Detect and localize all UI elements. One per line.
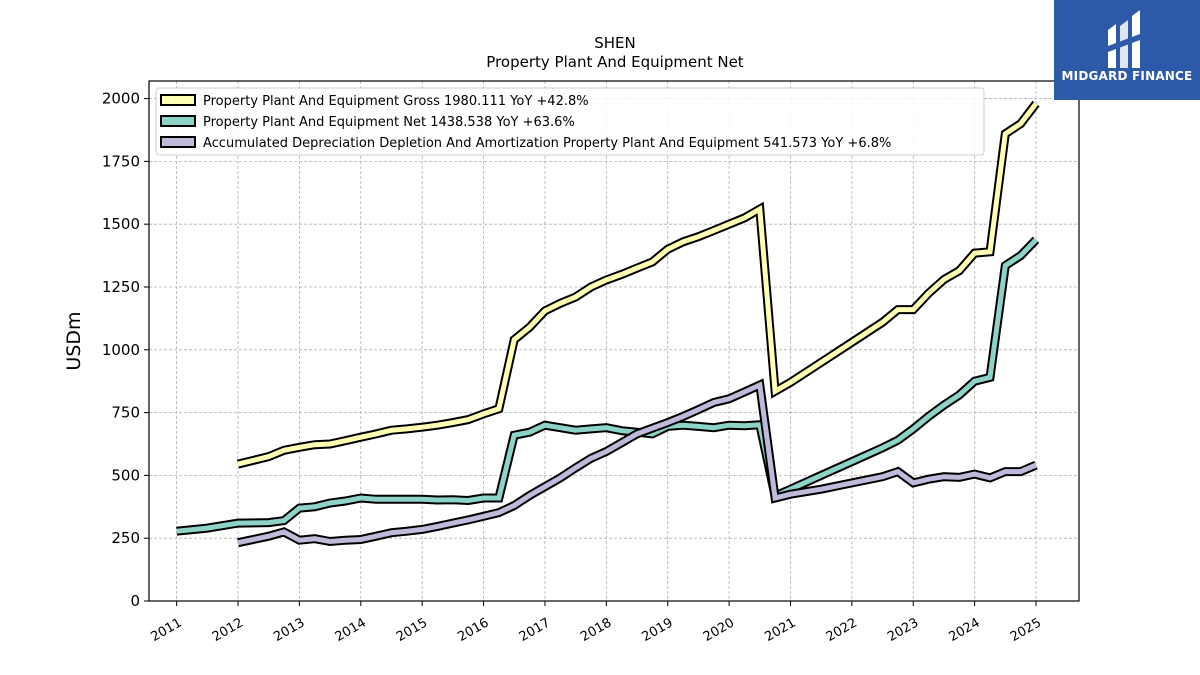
series-outline <box>236 100 1040 469</box>
legend-item-1: Property Plant And Equipment Net 1438.53… <box>160 115 575 130</box>
x-tick-label: 2016 <box>455 615 491 645</box>
x-tick-label: 2012 <box>210 615 246 645</box>
y-tick-label: 2000 <box>102 90 140 108</box>
legend-item-0: Property Plant And Equipment Gross 1980.… <box>160 94 589 109</box>
x-tick-label: 2018 <box>578 615 614 645</box>
legend-swatch <box>160 115 196 127</box>
plot-frame <box>148 80 1080 602</box>
legend-swatch <box>160 94 196 106</box>
x-tick-label: 2022 <box>824 615 860 645</box>
x-tick-label: 2021 <box>762 615 798 645</box>
y-tick-label: 250 <box>111 529 140 547</box>
series-line-2 <box>237 378 1038 548</box>
x-tick-label: 2019 <box>640 615 676 645</box>
chart-subtitle: Property Plant And Equipment Net <box>486 53 743 71</box>
series-layer <box>176 100 1040 548</box>
legend-item-2: Accumulated Depreciation Depletion And A… <box>160 136 891 151</box>
midgard-logo-icon <box>1108 10 1140 68</box>
series-outline <box>237 378 1038 548</box>
legend-box <box>155 87 985 156</box>
x-tick-label: 2015 <box>394 615 430 645</box>
y-axis-label: USDm <box>63 311 85 370</box>
y-tick-label: 1750 <box>102 152 140 170</box>
x-tick-label: 2020 <box>701 615 737 645</box>
y-tick-label: 1250 <box>102 278 140 296</box>
legend-label: Property Plant And Equipment Net 1438.53… <box>203 115 575 130</box>
y-tick-label: 1500 <box>102 215 140 233</box>
series-stroke <box>176 238 1038 534</box>
series-line-1 <box>176 236 1040 536</box>
x-tick-label: 2013 <box>271 615 307 645</box>
series-stroke <box>237 381 1037 546</box>
x-tick-label: 2011 <box>148 615 184 645</box>
legend-label: Property Plant And Equipment Gross 1980.… <box>203 94 589 109</box>
midgard-finance-logo: MIDGARD FINANCE <box>1054 0 1200 100</box>
series-stroke <box>237 102 1038 467</box>
x-tick-label: 2024 <box>946 615 982 645</box>
x-tick-label: 2014 <box>333 615 369 645</box>
y-tick-label: 750 <box>111 404 140 422</box>
y-axis: 0 250 500 750 1000 1250 1500 1750 2000 <box>102 90 149 610</box>
x-tick-label: 2017 <box>517 615 553 645</box>
grid-layer <box>149 81 1079 602</box>
x-tick-label: 2025 <box>1008 615 1044 645</box>
y-tick-label: 500 <box>111 466 140 484</box>
logo-text: MIDGARD FINANCE <box>1061 69 1193 83</box>
legend-swatch <box>160 136 196 148</box>
chart-title: SHEN <box>594 34 636 52</box>
series-line-0 <box>236 100 1040 469</box>
x-axis: 2011 2012 2013 2014 2015 2016 2017 2018 2019 2020… <box>148 601 1044 645</box>
legend: Property Plant And Equipment Gross 1980.… <box>155 87 985 156</box>
y-tick-label: 1000 <box>102 341 140 359</box>
y-tick-label: 0 <box>130 592 140 610</box>
x-tick-label: 2023 <box>885 615 921 645</box>
legend-label: Accumulated Depreciation Depletion And A… <box>203 136 891 151</box>
